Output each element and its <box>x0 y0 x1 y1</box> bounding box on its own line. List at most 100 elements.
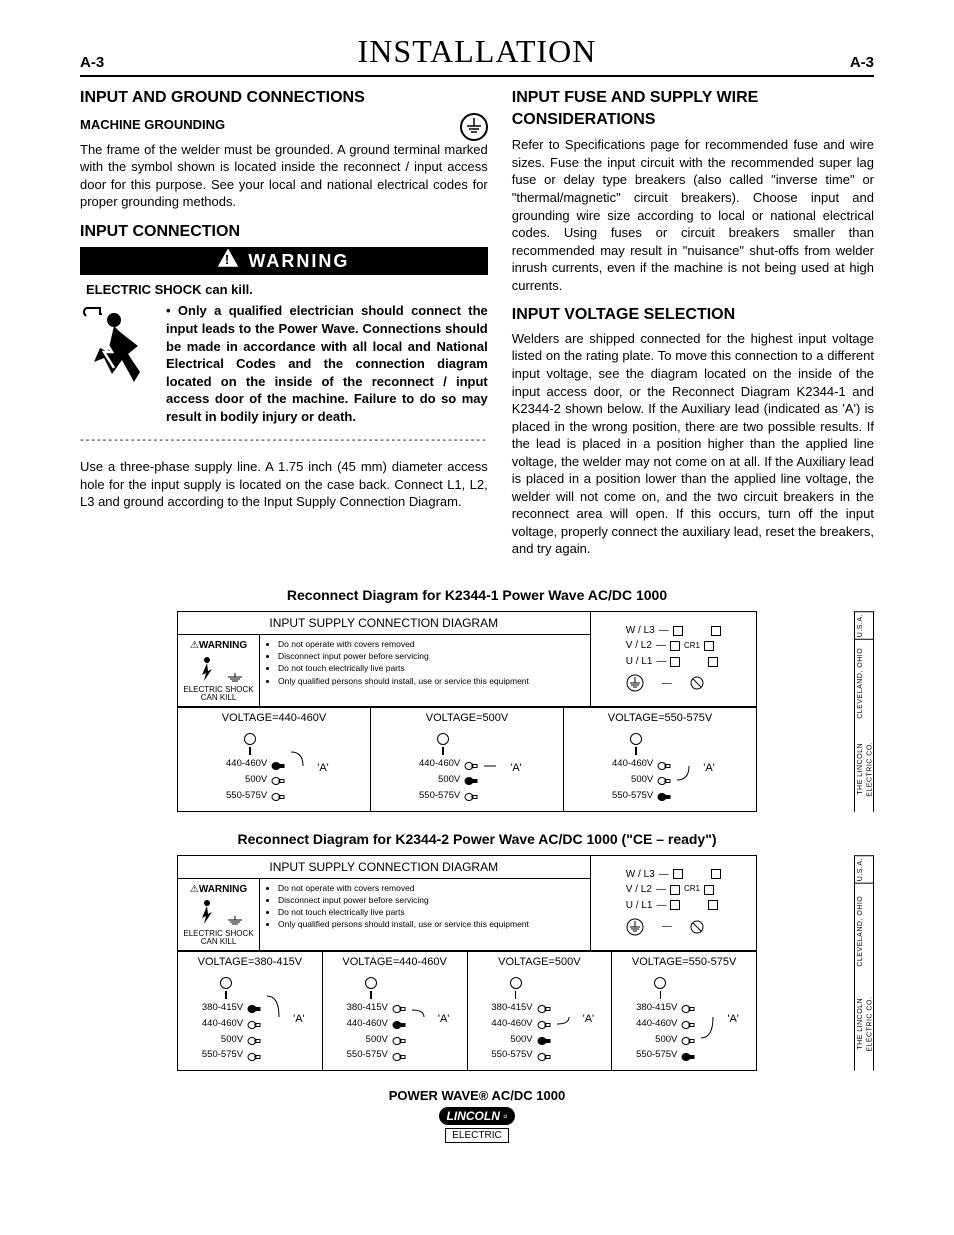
diagram2-side-strip: U.S.A. CLEVELAND, OHIO THE LINCOLN ELECT… <box>854 855 874 1072</box>
a-indicator <box>265 989 285 1050</box>
page-title: INSTALLATION <box>104 30 850 73</box>
connector-neck-icon <box>630 733 642 745</box>
voltage-cell-header: VOLTAGE=440-460V <box>323 952 467 973</box>
side-lincoln: THE LINCOLN ELECTRIC CO. <box>854 726 874 812</box>
voltage-option-row: 500V <box>629 1034 691 1047</box>
terminal-lug-icon <box>271 792 281 800</box>
bullet-item: Do not touch electrically live parts <box>278 907 584 917</box>
a-indicator <box>699 989 719 1050</box>
terminal-icon <box>670 885 680 895</box>
voltage-option-row: 440-460V <box>195 1018 257 1031</box>
lincoln-logo: LINCOLN ▫ <box>439 1107 516 1125</box>
voltage-cell-body: 380-415V440-460V500V550-575V'A' <box>178 973 322 1070</box>
ground-circle-icon <box>626 918 644 936</box>
a-label: 'A' <box>510 761 522 776</box>
separator-dashes: ----------------------------------------… <box>80 433 488 448</box>
terminal-icon <box>711 626 721 636</box>
diagram2-title: Reconnect Diagram for K2344-2 Power Wave… <box>80 830 874 849</box>
voltage-option-row: 380-415V <box>195 1002 257 1015</box>
voltage-option-row: 550-575V <box>340 1049 402 1062</box>
warning-bar: ! WARNING <box>80 247 488 275</box>
diagram2-box: INPUT SUPPLY CONNECTION DIAGRAM ⚠WARNING… <box>177 855 757 1072</box>
voltage-cell-body: 380-415V440-460V500V550-575V'A' <box>323 973 467 1070</box>
terminal-lug-icon <box>681 1052 691 1060</box>
voltage-option-row: 380-415V <box>485 1002 547 1015</box>
a-indicator <box>289 745 309 792</box>
cr1-label: CR1 <box>684 884 700 895</box>
terminal-lug-icon <box>537 1052 547 1060</box>
voltage-option-row: 550-575V <box>485 1049 547 1062</box>
mini-warning-label: WARNING <box>199 884 247 895</box>
a-label: 'A' <box>293 1012 305 1027</box>
terminal-icon <box>670 657 680 667</box>
a-indicator <box>482 745 502 792</box>
mini-ground-icon <box>225 916 245 926</box>
left-column: INPUT AND GROUND CONNECTIONS MACHINE GRO… <box>80 87 488 568</box>
terminal-lug-icon <box>271 776 281 784</box>
para-three-phase: Use a three-phase supply line. A 1.75 in… <box>80 458 488 511</box>
terminal-lug-icon <box>537 1036 547 1044</box>
voltage-cell: VOLTAGE=500V440-460V500V550-575V'A' <box>371 707 564 810</box>
voltage-option-row: 500V <box>485 1034 547 1047</box>
heading-voltage-selection: INPUT VOLTAGE SELECTION <box>512 304 874 326</box>
electric-shock-title: ELECTRIC SHOCK can kill. <box>86 281 488 299</box>
diagram1-warning-cell: ⚠WARNING ELECTRIC SHOCK CAN KILL <box>178 635 260 706</box>
voltage-cell-body: 440-460V500V550-575V'A' <box>178 729 370 810</box>
voltage-option-row: 440-460V <box>485 1018 547 1031</box>
terminal-lug-icon <box>464 761 474 769</box>
bullet-item: Disconnect input power before servicing <box>278 895 584 905</box>
page-number-right: A-3 <box>850 53 874 73</box>
terminal-icon <box>704 641 714 651</box>
voltage-cell: VOLTAGE=550-575V380-415V440-460V500V550-… <box>612 951 756 1070</box>
voltage-option-row: 500V <box>605 774 667 787</box>
connector-neck-icon <box>220 977 232 989</box>
voltage-option-row: 500V <box>219 774 281 787</box>
mini-warning-icon: ⚠ <box>190 884 199 895</box>
warning-label: WARNING <box>248 249 349 273</box>
voltage-option-row: 440-460V <box>219 758 281 771</box>
terminal-icon <box>704 885 714 895</box>
diagram1-title: Reconnect Diagram for K2344-1 Power Wave… <box>80 586 874 605</box>
heading-fuse-supply: INPUT FUSE AND SUPPLY WIRE CONSIDERATION… <box>512 87 874 130</box>
mini-warning-icon: ⚠ <box>190 640 199 651</box>
conn-l2-label: V / L2 <box>626 639 652 653</box>
diagram1-side-strip: U.S.A. CLEVELAND, OHIO THE LINCOLN ELECT… <box>854 611 874 812</box>
diagram2-warning-cell: ⚠WARNING ELECTRIC SHOCK CAN KILL <box>178 879 260 950</box>
voltage-cell-body: 440-460V500V550-575V'A' <box>564 729 756 810</box>
terminal-lug-icon <box>247 1020 257 1028</box>
terminal-lug-icon <box>464 792 474 800</box>
terminal-lug-icon <box>657 761 667 769</box>
heading-machine-grounding: MACHINE GROUNDING <box>80 116 225 134</box>
side-lincoln: THE LINCOLN ELECTRIC CO. <box>854 977 874 1071</box>
side-cleveland: CLEVELAND, OHIO <box>854 639 874 726</box>
voltage-cell-header: VOLTAGE=500V <box>468 952 612 973</box>
terminal-lug-icon <box>247 1004 257 1012</box>
voltage-cell-header: VOLTAGE=550-575V <box>612 952 756 973</box>
mini-shock-icon <box>192 653 222 683</box>
ground-symbol-icon <box>460 113 488 141</box>
page-footer: POWER WAVE® AC/DC 1000 LINCOLN ▫ ELECTRI… <box>80 1087 874 1143</box>
bullet-item: Only qualified persons should install, u… <box>278 919 584 929</box>
content-columns: INPUT AND GROUND CONNECTIONS MACHINE GRO… <box>80 87 874 568</box>
voltage-option-row: 440-460V <box>412 758 474 771</box>
terminal-lug-icon <box>392 1004 402 1012</box>
heading-input-connection: INPUT CONNECTION <box>80 221 488 243</box>
terminal-lug-icon <box>247 1052 257 1060</box>
terminal-icon <box>670 900 680 910</box>
diagram1-box: INPUT SUPPLY CONNECTION DIAGRAM ⚠WARNING… <box>177 611 757 812</box>
voltage-option-row: 550-575V <box>605 790 667 803</box>
terminal-lug-icon <box>392 1020 402 1028</box>
connector-neck-icon <box>244 733 256 745</box>
a-label: 'A' <box>703 761 715 776</box>
terminal-lug-icon <box>392 1036 402 1044</box>
bullet-item: Do not operate with covers removed <box>278 883 584 893</box>
voltage-cell-body: 440-460V500V550-575V'A' <box>371 729 563 810</box>
terminal-lug-icon <box>464 776 474 784</box>
terminal-icon <box>670 641 680 651</box>
bullet-item: Disconnect input power before servicing <box>278 651 584 661</box>
connector-neck-icon <box>437 733 449 745</box>
terminal-lug-icon <box>681 1036 691 1044</box>
terminal-lug-icon <box>681 1020 691 1028</box>
voltage-cell: VOLTAGE=500V 380-415V 440-460V 500V 550-575V… <box>468 951 613 1070</box>
terminal-lug-icon <box>537 1020 547 1028</box>
